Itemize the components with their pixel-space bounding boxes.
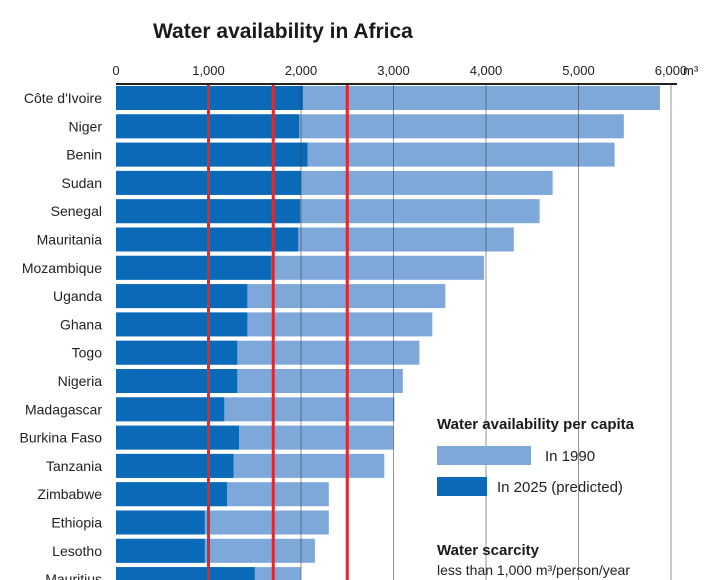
bar-2025 xyxy=(116,510,205,535)
bar-2025 xyxy=(116,312,248,337)
chart-title: Water availability in Africa xyxy=(153,20,413,43)
legend: Water availability per capita In 1990 In… xyxy=(437,416,635,496)
x-tick-label: 4,000 xyxy=(470,63,503,78)
category-label: Mauritania xyxy=(37,232,103,248)
threshold-lines xyxy=(207,84,349,580)
bar-2025 xyxy=(116,369,238,393)
category-label: Tanzania xyxy=(46,458,102,474)
bar-2025 xyxy=(116,340,238,365)
x-axis-ticks: 0 1,000 2,000 3,000 4,000 5,000 6,000 xyxy=(112,63,687,78)
bar-2025 xyxy=(116,453,234,478)
category-label: Burkina Faso xyxy=(20,430,103,446)
category-label: Côte d'Ivoire xyxy=(24,90,102,106)
category-label: Uganda xyxy=(53,288,102,304)
category-label: Ghana xyxy=(60,316,102,332)
bar-2025 xyxy=(116,425,239,450)
category-labels: Côte d'Ivoire Niger Benin Sudan Senegal Mauri… xyxy=(20,90,103,580)
scarcity-annotation: Water scarcity less than 1,000 m³/person… xyxy=(437,542,630,578)
category-label: Senegal xyxy=(51,203,102,219)
x-tick-label: 1,000 xyxy=(192,63,225,78)
scarcity-title: Water scarcity xyxy=(437,542,540,559)
category-label: Mauritius xyxy=(45,571,102,580)
category-label: Lesotho xyxy=(52,543,102,559)
category-label: Nigeria xyxy=(58,373,103,389)
legend-label-2025: In 2025 (predicted) xyxy=(497,479,623,496)
bar-2025 xyxy=(116,482,227,507)
bar-2025 xyxy=(116,538,205,563)
category-label: Ethiopia xyxy=(51,515,102,531)
x-tick-label: 0 xyxy=(112,63,119,78)
legend-label-1990: In 1990 xyxy=(545,448,595,465)
x-tick-label: 2,000 xyxy=(285,63,318,78)
x-tick-label: 5,000 xyxy=(562,63,595,78)
category-label: Togo xyxy=(72,345,103,361)
category-label: Niger xyxy=(69,118,103,134)
category-label: Madagascar xyxy=(25,401,102,417)
category-label: Sudan xyxy=(62,175,102,191)
bar-2025 xyxy=(116,284,248,309)
legend-swatch-2025 xyxy=(437,477,487,496)
bar-2025 xyxy=(116,142,308,167)
bar-2025 xyxy=(116,255,272,280)
legend-swatch-1990 xyxy=(437,446,531,465)
category-label: Benin xyxy=(66,147,102,163)
bar-2025 xyxy=(116,567,255,580)
category-label: Mozambique xyxy=(22,260,102,276)
category-label: Zimbabwe xyxy=(37,486,102,502)
bar-2025 xyxy=(116,397,225,422)
scarcity-text: less than 1,000 m³/person/year xyxy=(437,562,630,578)
x-tick-label: 6,000 xyxy=(655,63,688,78)
legend-title: Water availability per capita xyxy=(437,416,635,433)
x-tick-label: 3,000 xyxy=(377,63,410,78)
x-axis-unit-label: m³ xyxy=(683,63,699,78)
